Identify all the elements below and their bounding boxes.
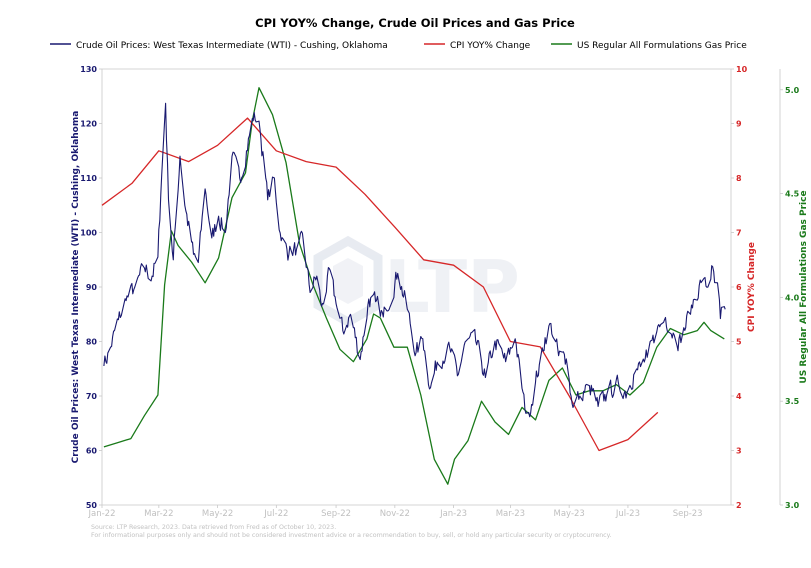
gas-tick-label: 4.0 [785,293,800,302]
legend-label-wti: Crude Oil Prices: West Texas Intermediat… [76,41,388,51]
axis-ticks: Jan-22 Mar-22 May-22 Jul-22 Sep-22 Nov-22 Jan-… [80,65,799,519]
gas-tick-label: 3.0 [785,501,800,510]
left-tick-label: 120 [80,120,97,129]
x-tick-label: May-22 [202,509,233,519]
cpi-axis-label: CPI YOY% Change [747,242,757,332]
legend-label-gas: US Regular All Formulations Gas Price [577,41,747,51]
x-tick-label: Sep-22 [321,509,351,519]
left-tick-label: 50 [86,501,98,510]
x-tick-label: Jul-23 [615,509,640,519]
watermark-text: LTP [384,245,520,329]
x-tick-label: May-23 [554,509,585,519]
disclaimer-note: For informational purposes only and shou… [91,532,611,539]
gas-axis-label: US Regular All Formulations Gas Price [799,190,809,383]
gas-tick-label: 5.0 [785,86,800,95]
x-tick-label: Mar-23 [496,509,525,519]
x-tick-label: Jan-23 [439,509,467,519]
left-axis-label: Crude Oil Prices: West Texas Intermediat… [71,111,81,464]
left-tick-label: 110 [80,174,97,183]
cpi-tick-label: 10 [736,65,748,74]
cpi-tick-label: 3 [736,447,742,456]
x-tick-label: Jul-22 [263,509,288,519]
left-tick-label: 80 [86,338,98,347]
x-tick-label: Nov-22 [380,509,410,519]
series-line-cpi [101,117,659,452]
x-tick-label: Sep-23 [673,509,703,519]
left-tick-label: 70 [86,392,98,401]
cpi-tick-label: 2 [736,501,742,510]
legend: Crude Oil Prices: West Texas Intermediat… [50,41,747,51]
series-line-gas [103,87,725,485]
x-tick-label: Mar-22 [144,509,173,519]
series-lines [101,87,726,485]
source-note: Source: LTP Research, 2023. Data retriev… [91,524,336,531]
left-tick-label: 130 [80,65,97,74]
legend-label-cpi: CPI YOY% Change [450,41,531,51]
left-tick-label: 100 [80,229,97,238]
cpi-tick-label: 5 [736,338,742,347]
gas-tick-label: 4.5 [785,190,800,199]
series-line-wti [103,102,726,418]
cpi-tick-label: 7 [736,229,742,238]
left-tick-label: 90 [86,283,98,292]
gas-tick-label: 3.5 [785,397,800,406]
chart-title: CPI YOY% Change, Crude Oil Prices and Ga… [255,16,575,30]
cpi-tick-label: 6 [736,283,742,292]
cpi-tick-label: 8 [736,174,742,183]
x-tick-label: Jan-22 [88,509,116,519]
left-tick-label: 60 [86,447,98,456]
cpi-tick-label: 4 [736,392,742,401]
cpi-tick-label: 9 [736,120,742,129]
